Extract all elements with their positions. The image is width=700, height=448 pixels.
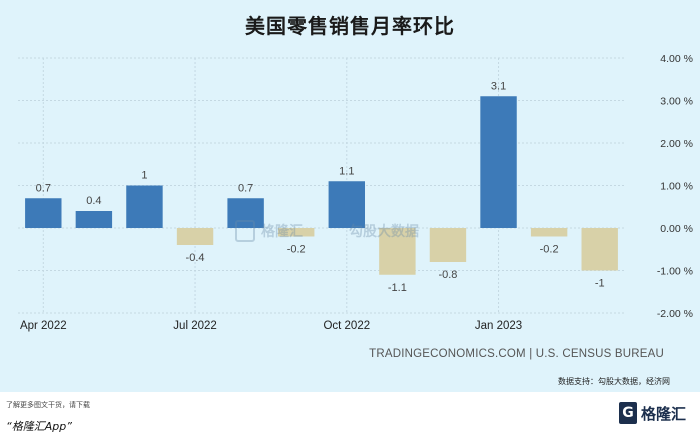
bar — [25, 198, 62, 228]
watermark-text-2: 勾股大数据 — [349, 224, 419, 240]
data-label: 3.1 — [491, 80, 506, 92]
bar-chart: 4.00 % 3.00 % 2.00 % 1.00 % 0.00 % -1.00 % -2.… — [18, 53, 693, 332]
data-label: -0.2 — [540, 244, 559, 256]
watermark: 格隆汇 勾股大数据 — [235, 220, 419, 242]
bar — [379, 228, 416, 275]
bar — [429, 228, 467, 262]
y-tick-label: 1.00 % — [660, 181, 693, 193]
y-tick-label: 0.00 % — [660, 223, 693, 235]
y-tick-label: 3.00 % — [660, 96, 693, 108]
bar — [126, 185, 163, 228]
chart-title: 美国零售销售月率环比 — [245, 14, 455, 38]
bar — [480, 96, 517, 228]
bar — [328, 181, 366, 228]
footer: 了解更多图文干货，请下载 “格隆汇App” G 格隆汇 — [0, 392, 700, 448]
brand-logo-icon: G — [618, 402, 637, 424]
bar — [277, 228, 315, 237]
data-label: -0.8 — [438, 269, 457, 281]
x-tick-label: Jul 2022 — [173, 320, 216, 332]
footer-app-name: “格隆汇App” — [6, 420, 72, 433]
x-tick-label: Oct 2022 — [323, 320, 370, 332]
data-label: 0.7 — [36, 182, 51, 194]
data-support-label: 数据支持：勾股大数据，经济网 — [558, 377, 670, 386]
y-tick-label: 2.00 % — [660, 138, 693, 150]
brand-logo: G 格隆汇 — [618, 402, 686, 424]
y-tick-label: -1.00 % — [657, 266, 693, 278]
data-label: -1.1 — [388, 282, 407, 294]
data-label: -0.4 — [186, 252, 205, 264]
data-label: 0.4 — [86, 195, 101, 207]
data-label: -0.2 — [287, 244, 306, 256]
bar — [75, 211, 113, 228]
bar — [227, 198, 264, 228]
x-tick-label: Apr 2022 — [20, 320, 67, 332]
bar — [176, 228, 214, 245]
y-tick-label: 4.00 % — [660, 53, 693, 65]
footer-note: 了解更多图文干货，请下载 — [6, 401, 90, 409]
bar — [530, 228, 568, 237]
y-tick-label: -2.00 % — [657, 308, 693, 320]
watermark-logo-icon — [235, 220, 255, 242]
data-label: 0.7 — [238, 182, 253, 194]
bar — [581, 228, 618, 271]
watermark-text: 格隆汇 — [261, 224, 303, 240]
data-label: 1 — [141, 170, 147, 182]
data-label: -1 — [595, 278, 605, 290]
data-label: 1.1 — [339, 165, 354, 177]
source-label: TRADINGECONOMICS.COM | U.S. CENSUS BUREA… — [369, 348, 664, 360]
brand-logo-text: 格隆汇 — [640, 404, 686, 423]
x-tick-label: Jan 2023 — [475, 320, 522, 332]
